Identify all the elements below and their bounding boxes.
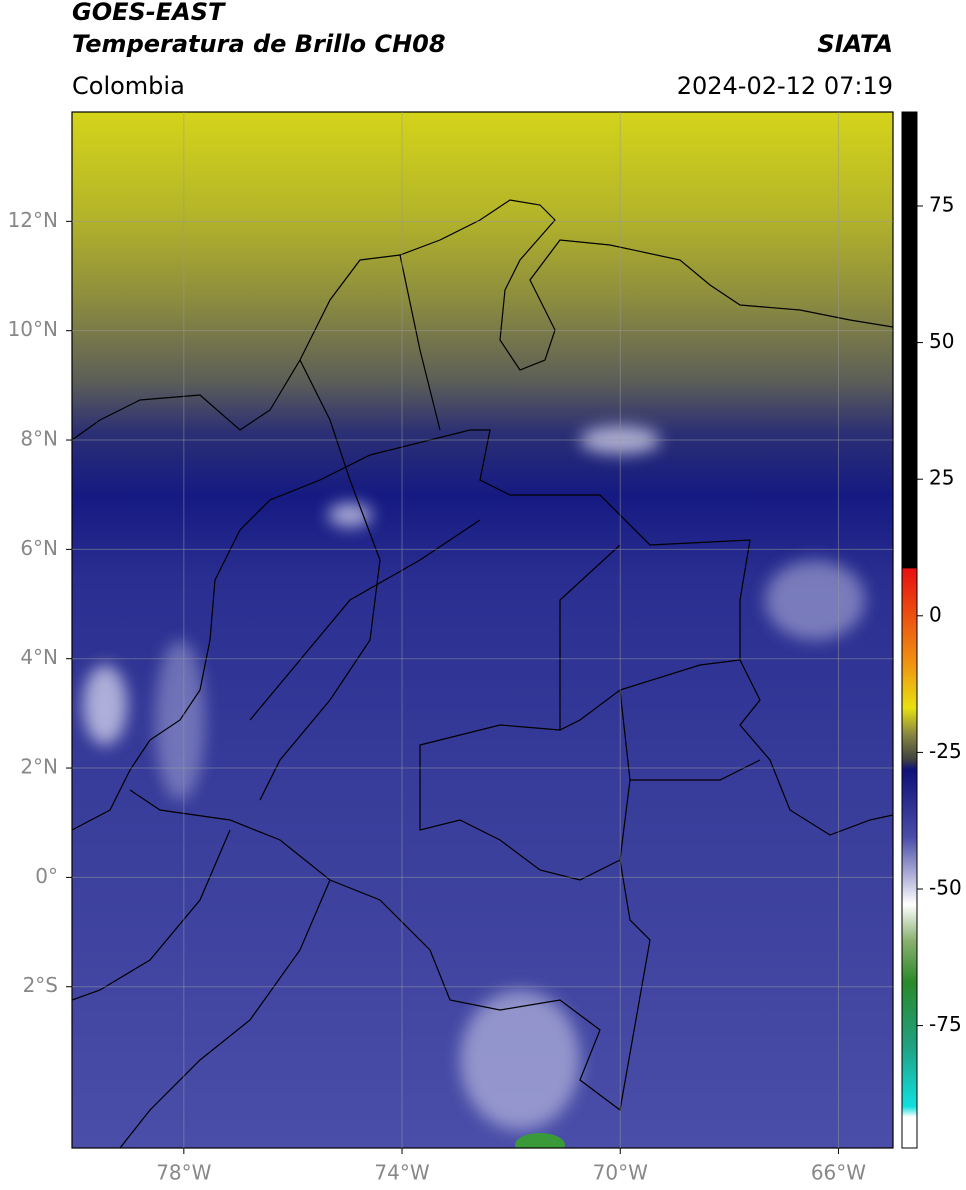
x-tick-label: 78°W [156,1161,211,1185]
colorbar-tick-label: -75 [929,1012,962,1036]
y-tick-label: 4°N [20,645,58,669]
y-tick-label: 2°N [20,755,58,779]
y-tick-label: 10°N [8,317,58,341]
source: SIATA [817,30,893,58]
title: GOES-EAST [72,0,226,26]
colorbar-tick-label: 0 [929,602,942,626]
region: Colombia [72,72,185,100]
colorbar-tick-label: -25 [929,739,962,763]
colorbar-tick-label: 75 [929,192,954,216]
colorbar [901,111,918,1149]
y-tick-label: 6°N [20,536,58,560]
y-tick-label: 0° [35,864,58,888]
subtitle: Temperatura de Brillo CH08 [72,30,446,58]
axes: 78°W 74°W 70°W 66°W 12°N 10°N 8°N 6°N 4°N 2°N 0° 2°… [8,112,962,1185]
colorbar-tick-label: 50 [929,329,954,353]
y-tick-label: 8°N [20,427,58,451]
colorbar-tick-label: 25 [929,466,954,490]
x-tick-label: 74°W [374,1161,429,1185]
satellite-image [72,112,893,1148]
colorbar-tick-label: -50 [929,876,962,900]
y-tick-label: 2°S [23,973,58,997]
x-tick-label: 70°W [593,1161,648,1185]
x-tick-label: 66°W [811,1161,866,1185]
map-frame [71,111,894,1149]
y-tick-label: 12°N [8,208,58,232]
datetime: 2024-02-12 07:19 [677,72,893,100]
